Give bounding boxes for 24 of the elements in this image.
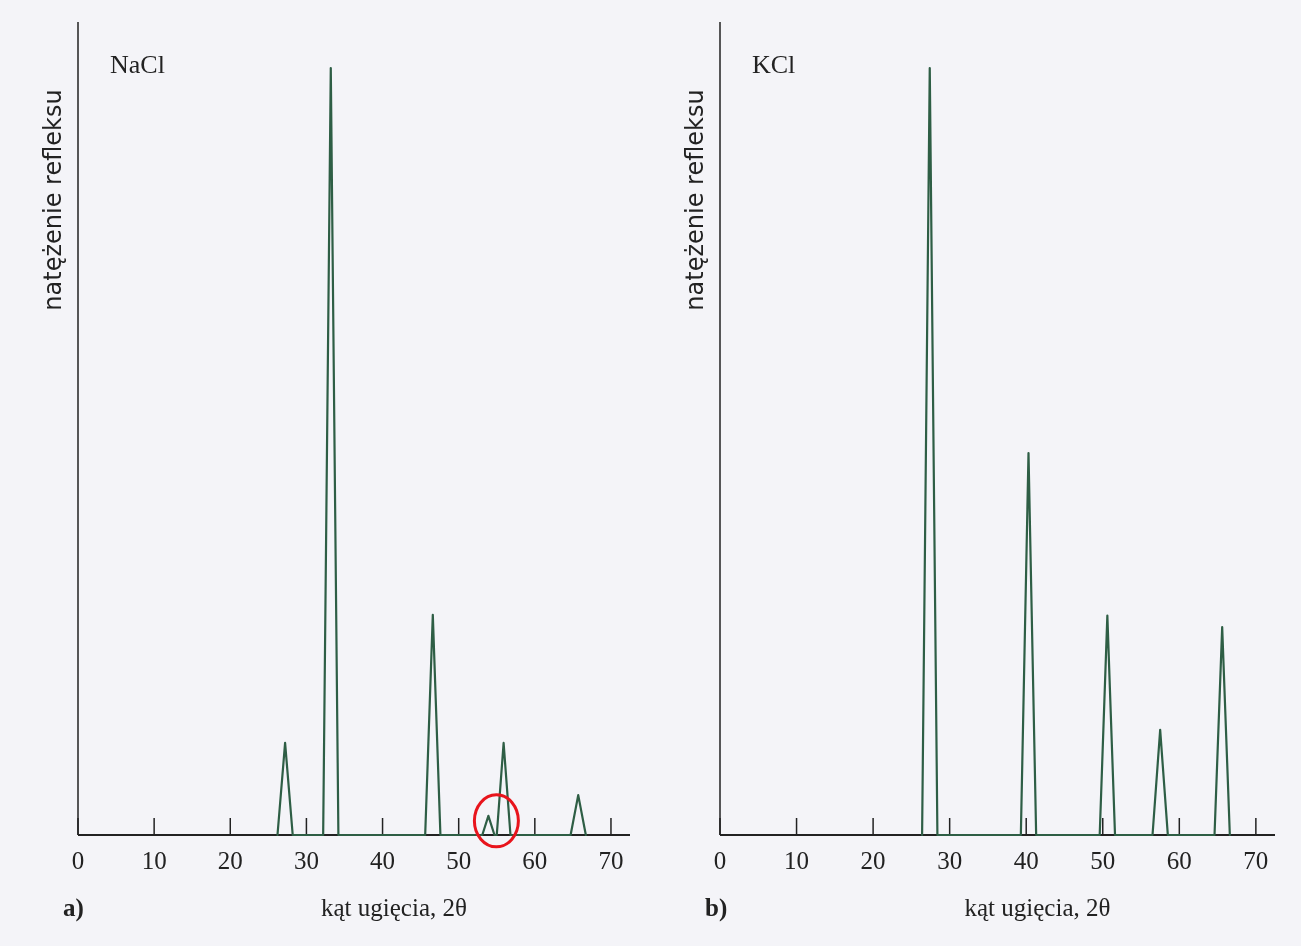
x-tick-label: 40 bbox=[370, 847, 396, 874]
chart-title: NaCl bbox=[110, 50, 165, 79]
x-tick-label: 0 bbox=[713, 847, 727, 874]
x-tick-label: 30 bbox=[293, 847, 319, 874]
x-axis-title: kąt ugięcia, 2θ bbox=[964, 894, 1111, 921]
x-tick-label: 50 bbox=[446, 847, 472, 874]
x-tick-label: 40 bbox=[1013, 847, 1039, 874]
x-tick-label: 70 bbox=[1243, 847, 1269, 874]
y-axis-title: natężenie refleksu bbox=[39, 89, 67, 311]
x-tick-label: 60 bbox=[1166, 847, 1192, 874]
x-tick-label: 20 bbox=[860, 847, 886, 874]
x-tick-label: 10 bbox=[141, 847, 167, 874]
y-axis-title: natężenie refleksu bbox=[681, 89, 709, 311]
chart-title: KCl bbox=[752, 50, 796, 79]
text: a) bbox=[63, 894, 84, 922]
x-tick-label: 0 bbox=[71, 847, 85, 874]
x-tick-label: 20 bbox=[217, 847, 243, 874]
x-tick-label: 10 bbox=[784, 847, 810, 874]
x-tick-label: 70 bbox=[598, 847, 624, 874]
x-tick-label: 30 bbox=[937, 847, 963, 874]
x-axis-title: kąt ugięcia, 2θ bbox=[321, 894, 467, 921]
x-tick-label: 60 bbox=[522, 847, 548, 874]
x-tick-label: 50 bbox=[1090, 847, 1116, 874]
text: b) bbox=[705, 894, 728, 922]
